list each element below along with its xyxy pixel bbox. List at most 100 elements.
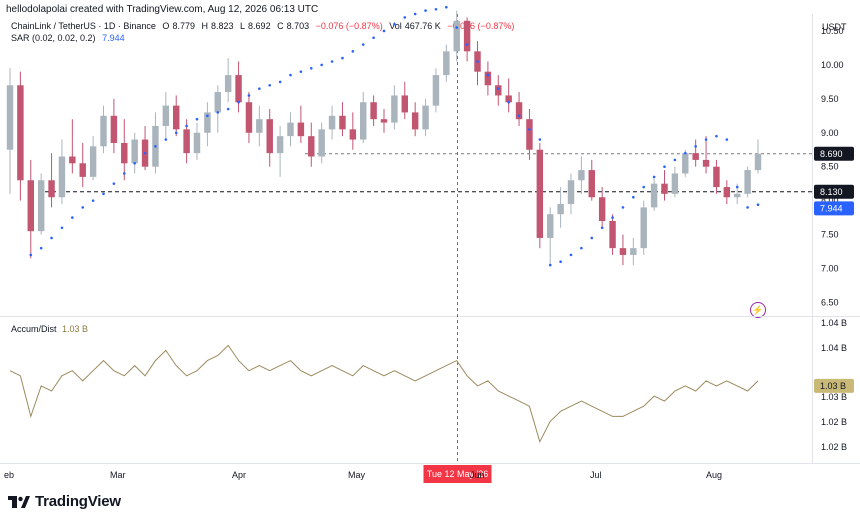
volume-key: Vol xyxy=(389,21,402,31)
sar-dot xyxy=(330,60,334,63)
candle xyxy=(474,41,481,86)
crosshair-time-label: Tue 12 May '26 xyxy=(427,469,488,479)
accum-dist-badge-text: 1.03 B xyxy=(820,381,846,391)
sar-dot xyxy=(299,70,303,73)
time-tick-label: May xyxy=(348,470,366,480)
candle xyxy=(744,166,751,198)
candle-body xyxy=(640,207,647,249)
candle xyxy=(360,92,367,143)
candle xyxy=(287,112,294,147)
sar-dot xyxy=(60,226,64,230)
candle xyxy=(162,92,170,140)
symbol-name[interactable]: ChainLink / TetherUS · 1D · Binance xyxy=(11,21,156,31)
tradingview-logo-icon xyxy=(8,495,30,508)
sar-dot xyxy=(91,199,95,202)
open-value: 8.779 xyxy=(172,21,195,31)
sar-dot xyxy=(247,94,251,97)
sar-dot xyxy=(154,145,157,148)
tradingview-logo[interactable]: TradingView xyxy=(8,493,121,510)
symbol-legend: ChainLink / TetherUS · 1D · Binance O 8.7… xyxy=(11,21,514,31)
candle-body xyxy=(110,115,118,143)
candle xyxy=(27,159,34,259)
candle xyxy=(484,61,492,96)
sar-dot xyxy=(580,246,583,250)
candle xyxy=(661,170,668,201)
candle-body xyxy=(6,85,14,150)
sar-dot xyxy=(517,114,521,118)
candle-body xyxy=(308,136,315,157)
candle xyxy=(173,95,180,137)
sar-dot xyxy=(590,236,594,240)
candle xyxy=(411,102,419,137)
candle-body xyxy=(671,173,679,194)
candle-body xyxy=(17,85,24,181)
candle-body xyxy=(339,115,346,130)
candle-body xyxy=(245,102,253,133)
sar-dot xyxy=(434,7,438,11)
candle-body xyxy=(401,95,408,113)
sar-dot xyxy=(403,16,407,19)
candle xyxy=(110,98,118,154)
candle-body xyxy=(682,153,689,174)
sar-dot xyxy=(611,216,614,219)
candle xyxy=(495,75,502,106)
accum-dist-legend: Accum/Dist 1.03 B xyxy=(11,324,88,334)
sar-dot xyxy=(673,158,677,162)
price-tick-label: 8.00 xyxy=(821,196,839,206)
sar-dot xyxy=(185,124,188,128)
candle xyxy=(619,234,627,266)
last-price-badge-text: 8.690 xyxy=(820,149,843,159)
line-price-badge-text: 8.130 xyxy=(820,187,843,197)
close-key: C xyxy=(277,21,284,31)
sar-dot xyxy=(29,253,33,257)
sar-dot xyxy=(81,206,85,209)
low-value: 8.692 xyxy=(248,21,271,31)
change-value-2: −0.076 (−0.87%) xyxy=(447,21,515,31)
price-tick-label: 7.50 xyxy=(821,230,839,240)
lightning-icon[interactable]: ⚡ xyxy=(750,302,766,318)
candle-body xyxy=(443,51,450,76)
line-price-badge-bg xyxy=(814,184,854,199)
time-tick-label: Apr xyxy=(232,470,246,480)
candle-body xyxy=(162,105,170,126)
sar-dot xyxy=(642,185,646,189)
accum-dist-label[interactable]: Accum/Dist xyxy=(11,324,57,334)
accum-dist-pane xyxy=(9,344,759,444)
candle xyxy=(69,119,76,174)
candle-body xyxy=(318,129,325,157)
sar-dots xyxy=(29,5,760,267)
candle-body xyxy=(734,193,741,198)
candle-body xyxy=(360,102,367,140)
candle xyxy=(339,102,346,137)
sar-dot xyxy=(756,203,760,207)
volume-value: 467.76 K xyxy=(404,21,441,31)
candle-body xyxy=(256,119,263,133)
candle xyxy=(214,85,221,133)
candle xyxy=(432,68,440,113)
candle xyxy=(152,112,159,174)
sar-price-badge-text: 7.944 xyxy=(820,203,843,213)
sar-dot xyxy=(424,9,427,12)
candle xyxy=(515,92,523,126)
crosshair-time-badge xyxy=(423,465,492,483)
accum-dist-badge-bg xyxy=(814,378,854,393)
candle xyxy=(349,112,357,150)
sar-dot xyxy=(528,128,531,131)
candle xyxy=(453,10,460,62)
candle xyxy=(630,237,637,266)
candle-body xyxy=(27,180,34,232)
candle xyxy=(422,98,429,137)
price-tick-label: 9.50 xyxy=(821,94,839,104)
candle-body xyxy=(173,105,180,130)
sar-label[interactable]: SAR (0.02, 0.02, 0.2) xyxy=(11,33,96,43)
candle xyxy=(536,142,544,249)
sar-dot xyxy=(195,117,199,121)
candle-body xyxy=(495,85,502,96)
candle-body xyxy=(370,102,377,120)
candle-body xyxy=(328,115,336,130)
price-tick-label: 10.50 xyxy=(821,26,844,36)
candle xyxy=(37,173,45,235)
candle-body xyxy=(411,112,419,130)
price-tick-label: 8.50 xyxy=(821,162,839,172)
